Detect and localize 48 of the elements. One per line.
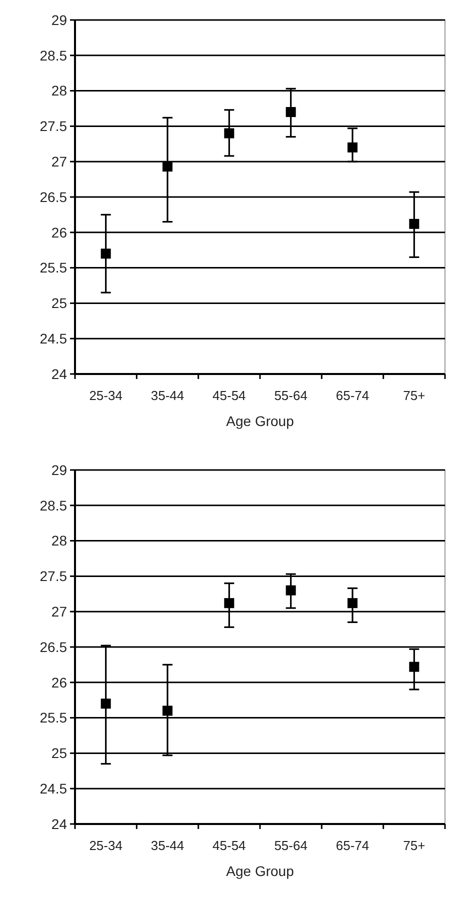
y-tick-label: 25: [51, 295, 68, 312]
y-tick-label: 25: [51, 745, 68, 762]
y-tick-label: 26.5: [40, 188, 68, 205]
y-tick-label: 24: [51, 366, 68, 382]
x-tick-label: 25-34: [89, 838, 122, 853]
x-tick-label: 65-74: [336, 388, 370, 403]
point: [348, 598, 358, 608]
point: [348, 142, 358, 152]
point: [409, 218, 420, 229]
y-tick-label: 27.5: [40, 118, 68, 134]
x-axis-title: Age Group: [226, 863, 294, 879]
point: [100, 698, 111, 709]
point: [162, 162, 172, 172]
y-tick-label: 24: [51, 816, 68, 832]
y-tick-label: 25.5: [40, 260, 68, 276]
x-tick-label: 45-54: [212, 388, 246, 403]
y-tick-label: 29: [51, 12, 68, 28]
y-tick-label: 28: [51, 532, 68, 549]
x-tick-label: 45-54: [212, 838, 246, 853]
x-tick-label: 65-74: [336, 838, 370, 853]
y-tick-label: 29: [51, 462, 68, 478]
point: [286, 585, 296, 596]
y-tick-label: 26: [51, 224, 68, 240]
point: [224, 598, 234, 608]
x-tick-label: 35-44: [150, 388, 184, 403]
y-tick-label: 24.5: [40, 330, 68, 346]
x-tick-label: 35-44: [150, 838, 184, 853]
point: [224, 128, 234, 138]
y-tick-label: 24.5: [40, 780, 68, 796]
y-tick-label: 28.5: [40, 47, 68, 64]
point: [286, 107, 296, 118]
x-tick-label: 75+: [403, 388, 426, 403]
point: [100, 248, 111, 259]
point: [409, 662, 420, 672]
y-tick-label: 27: [51, 604, 68, 620]
x-tick-label: 55-64: [274, 388, 308, 403]
y-tick-label: 25.5: [40, 710, 68, 726]
y-tick-label: 28.5: [40, 497, 68, 514]
x-tick-label: 55-64: [274, 838, 308, 853]
y-tick-label: 26: [51, 674, 68, 690]
y-tick-label: 27: [51, 154, 68, 170]
y-tick-label: 27.5: [40, 568, 68, 584]
y-tick-label: 26.5: [40, 638, 68, 655]
x-tick-label: 75+: [403, 838, 426, 853]
x-tick-label: 25-34: [89, 388, 122, 403]
x-axis-title: Age Group: [226, 413, 294, 429]
point: [162, 706, 172, 716]
y-tick-label: 28: [51, 82, 68, 99]
